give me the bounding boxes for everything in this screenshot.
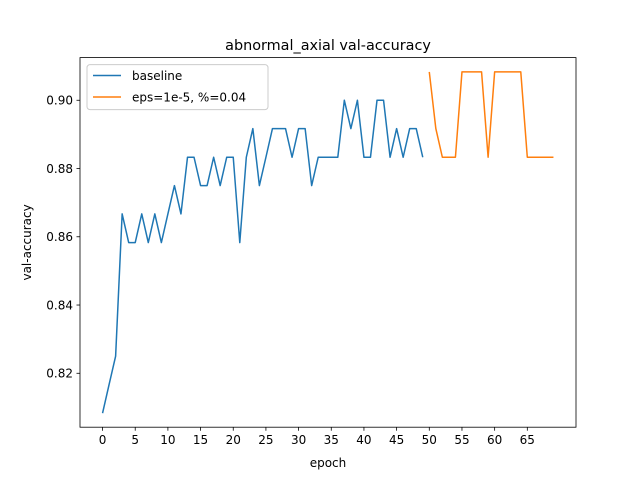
x-tick-label: 65 — [520, 433, 535, 447]
legend: baseline eps=1e-5, %=0.04 — [86, 64, 269, 111]
legend-frame — [86, 64, 269, 111]
x-tick-label: 45 — [389, 433, 404, 447]
x-tick-label: 20 — [226, 433, 241, 447]
legend-label-eps: eps=1e-5, %=0.04 — [132, 91, 246, 105]
axes-frame — [79, 57, 577, 428]
x-tick-label: 35 — [324, 433, 339, 447]
y-axis-ticks: 0.82 0.84 0.86 0.88 0.90 — [46, 94, 80, 381]
x-tick-label: 30 — [291, 433, 306, 447]
x-tick-label: 60 — [487, 433, 502, 447]
legend-label-baseline: baseline — [132, 69, 182, 83]
y-axis-label: val-accuracy — [20, 204, 34, 280]
y-tick-label: 0.86 — [46, 230, 73, 244]
series-line-0 — [101, 99, 424, 414]
x-tick-label: 15 — [193, 433, 208, 447]
x-tick-label: 10 — [160, 433, 175, 447]
y-tick-label: 0.88 — [46, 162, 73, 176]
series-layer — [101, 71, 554, 414]
x-axis-label: epoch — [310, 456, 347, 470]
chart-title: abnormal_axial val-accuracy — [225, 38, 431, 54]
y-tick-label: 0.90 — [46, 94, 73, 108]
x-tick-label: 5 — [131, 433, 139, 447]
series-line-1 — [428, 71, 554, 158]
x-tick-label: 40 — [356, 433, 371, 447]
plot-area — [80, 57, 576, 428]
x-tick-label: 25 — [258, 433, 273, 447]
y-tick-label: 0.82 — [46, 367, 73, 381]
y-tick-label: 0.84 — [46, 298, 73, 312]
x-tick-label: 50 — [422, 433, 437, 447]
x-axis-ticks: 0 5 10 15 20 25 30 35 40 45 50 55 60 65 — [99, 427, 535, 447]
x-tick-label: 55 — [454, 433, 469, 447]
x-tick-label: 0 — [99, 433, 107, 447]
